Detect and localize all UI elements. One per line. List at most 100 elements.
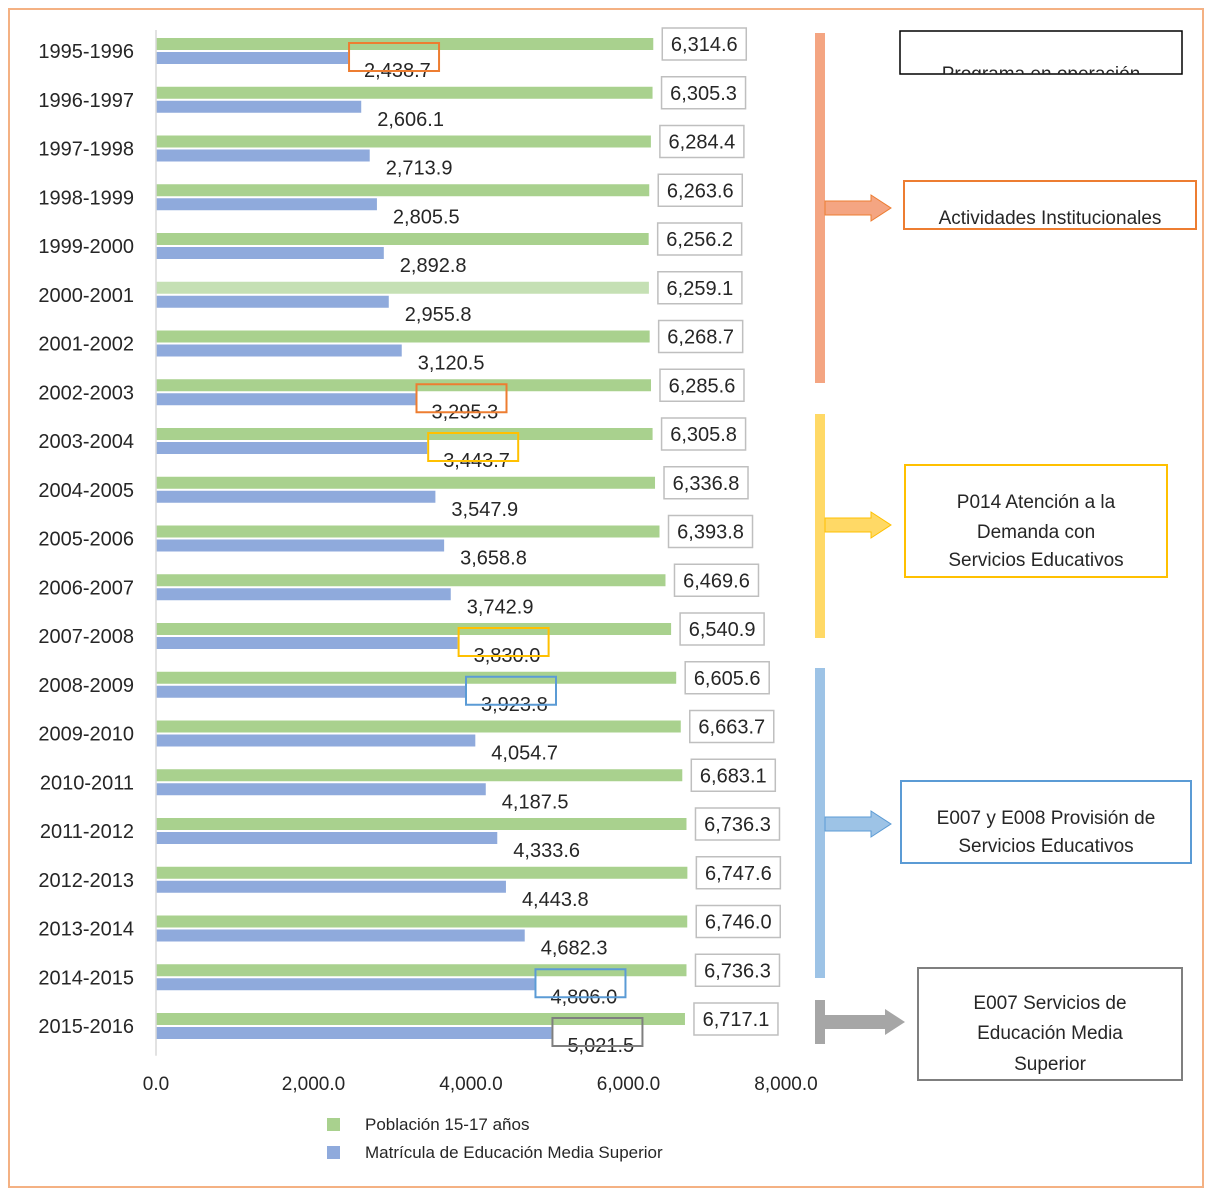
x-tick-label: 4,000.0 — [439, 1074, 502, 1095]
program-label: Servicios Educativos — [948, 550, 1123, 571]
arrow — [824, 511, 892, 539]
data-label-poblacion: 6,746.0 — [705, 912, 772, 934]
data-label-poblacion: 6,736.3 — [704, 960, 771, 982]
category-label: 2010-2011 — [40, 772, 134, 794]
program-box — [904, 464, 1168, 578]
category-label: 1995-1996 — [38, 41, 134, 63]
bar-matricula — [156, 929, 525, 942]
arrow — [824, 810, 892, 838]
value-box-poblacion — [657, 319, 744, 354]
data-label-matricula: 4,333.6 — [513, 840, 580, 862]
data-label-matricula: 2,606.1 — [377, 109, 444, 131]
data-label-poblacion: 6,747.6 — [705, 863, 772, 885]
program-label: P014 Atención a la — [957, 492, 1116, 513]
value-box-poblacion — [661, 27, 748, 61]
data-label-matricula: 2,892.8 — [400, 255, 467, 277]
bar-matricula — [156, 295, 389, 308]
data-label-matricula: 4,682.3 — [541, 938, 608, 960]
bar-matricula — [156, 832, 498, 844]
arrow — [824, 194, 892, 222]
program-label: E007 Servicios de — [973, 993, 1126, 1014]
highlight-box — [534, 968, 627, 999]
highlight-box — [415, 383, 508, 414]
bar-matricula — [156, 588, 451, 601]
bar-poblacion — [156, 233, 649, 245]
category-label: 2009-2010 — [38, 724, 134, 746]
bar-poblacion — [156, 720, 681, 733]
value-box-poblacion — [656, 222, 743, 256]
data-label-poblacion: 6,683.1 — [700, 765, 767, 787]
bar-matricula — [156, 52, 349, 64]
value-box-poblacion — [679, 612, 765, 646]
program-box — [900, 780, 1192, 864]
chart-frame — [8, 8, 1204, 1188]
bar-poblacion — [156, 476, 656, 489]
bar-matricula — [156, 344, 402, 357]
data-label-poblacion: 6,736.3 — [704, 814, 771, 836]
data-label-matricula: 2,713.9 — [386, 158, 453, 180]
x-tick-label: 8,000.0 — [754, 1074, 817, 1095]
program-box — [917, 967, 1183, 1081]
category-label: 2008-2009 — [38, 675, 134, 697]
category-label: 2011-2012 — [40, 821, 134, 843]
highlight-box — [464, 675, 557, 706]
data-label-matricula: 3,742.9 — [467, 596, 534, 618]
category-label: 2003-2004 — [38, 431, 134, 453]
value-box-poblacion — [694, 953, 781, 987]
legend-label: Población 15-17 años — [365, 1115, 529, 1134]
category-label: 2006-2007 — [38, 577, 134, 599]
data-label-matricula: 3,658.8 — [460, 548, 527, 570]
data-label-poblacion: 6,469.6 — [683, 570, 750, 592]
value-box-poblacion — [695, 904, 781, 939]
category-label: 2012-2013 — [38, 870, 134, 892]
bar-poblacion — [156, 86, 653, 99]
category-label: 2015-2016 — [38, 1016, 134, 1038]
data-label-poblacion: 6,605.6 — [694, 668, 761, 690]
data-label-poblacion: 6,284.4 — [669, 132, 736, 154]
value-box-poblacion — [689, 709, 775, 744]
bar-matricula — [156, 734, 476, 747]
category-label: 2000-2001 — [38, 285, 134, 307]
value-box-poblacion — [663, 466, 749, 500]
category-label: 2014-2015 — [38, 967, 134, 989]
bar-poblacion — [156, 135, 651, 148]
program-label: Servicios Educativos — [958, 836, 1133, 857]
category-label: 2004-2005 — [38, 480, 134, 502]
program-label: Demanda con — [977, 522, 1095, 543]
x-tick-label: 6,000.0 — [597, 1074, 660, 1095]
value-box-poblacion — [667, 514, 754, 549]
arrow — [825, 1009, 905, 1035]
data-label-poblacion: 6,540.9 — [689, 619, 756, 641]
value-box-poblacion — [659, 124, 745, 159]
bar-poblacion — [156, 525, 660, 538]
bar-matricula — [156, 637, 458, 649]
program-box — [903, 180, 1197, 230]
data-label-poblacion: 6,663.7 — [698, 717, 765, 739]
bar-matricula — [156, 149, 370, 162]
bar-matricula — [156, 442, 428, 454]
bar-poblacion — [156, 964, 687, 977]
value-box-poblacion — [660, 76, 747, 110]
x-tick-label: 2,000.0 — [282, 1074, 345, 1095]
category-label: 2013-2014 — [38, 919, 134, 941]
program-label: Actividades Institucionales — [939, 208, 1162, 229]
highlight-box — [427, 432, 520, 462]
value-box-poblacion — [657, 271, 743, 305]
period-bracket — [815, 414, 825, 638]
data-label-poblacion: 6,263.6 — [667, 180, 734, 202]
category-label: 2001-2002 — [38, 334, 134, 356]
legend-swatch — [327, 1146, 340, 1159]
x-tick-label: 0.0 — [143, 1074, 169, 1095]
program-label: Programa en operación — [942, 64, 1141, 85]
bar-matricula — [156, 247, 384, 259]
legend-label: Matrícula de Educación Media Superior — [365, 1143, 663, 1162]
data-label-poblacion: 6,336.8 — [673, 473, 740, 495]
bar-matricula — [156, 490, 436, 503]
period-bracket — [815, 668, 825, 978]
data-label-poblacion: 6,314.6 — [671, 34, 738, 56]
data-label-matricula: 4,054.7 — [491, 743, 558, 765]
data-label-poblacion: 6,717.1 — [703, 1009, 770, 1031]
category-label: 2002-2003 — [38, 382, 134, 404]
legend-swatch — [327, 1118, 340, 1131]
data-label-matricula: 4,187.5 — [502, 791, 569, 813]
